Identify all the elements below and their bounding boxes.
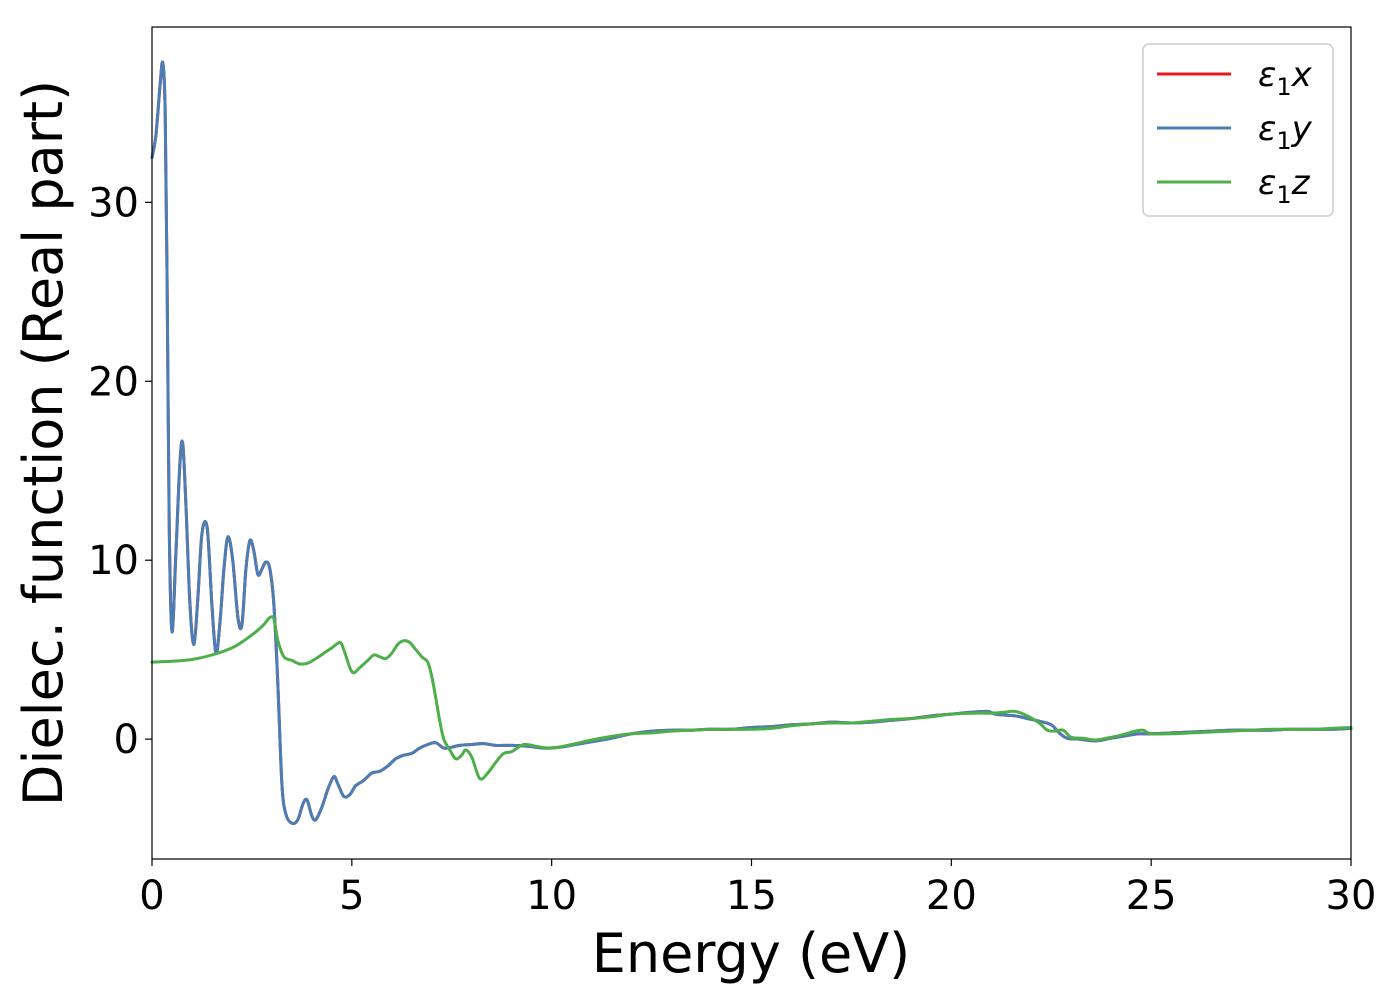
legend-box: [1142, 43, 1334, 217]
legend-label-y: ε1y: [1258, 109, 1313, 155]
x-tick-label: 25: [1126, 873, 1177, 919]
legend-label-x: ε1x: [1258, 55, 1313, 101]
legend-label-variable: z: [1291, 163, 1311, 203]
legend-label-subscript: 1: [1276, 127, 1291, 155]
x-tick-label: 30: [1326, 873, 1377, 919]
y-tick-label: 20: [88, 359, 139, 405]
x-tick-label: 10: [526, 873, 577, 919]
legend-label-z: ε1z: [1258, 163, 1311, 209]
series-lines: [150, 60, 1353, 825]
legend-label-subscript: 1: [1276, 181, 1291, 209]
x-tick-label: 20: [926, 873, 977, 919]
x-axis-title: Energy (eV): [592, 922, 911, 985]
legend-label-variable: y: [1291, 109, 1313, 149]
x-tick-label: 5: [339, 873, 364, 919]
y-axis-title: Dielec. function (Real part): [12, 80, 75, 806]
y-tick-label: 0: [114, 717, 139, 763]
legend-label-subscript: 1: [1276, 73, 1291, 101]
x-tick-label: 15: [726, 873, 777, 919]
x-tick-label: 0: [139, 873, 164, 919]
y-tick-label: 10: [88, 538, 139, 584]
series-line-z: [150, 615, 1353, 781]
x-axis-ticks: 0 5 10 15 20 25 30: [139, 859, 1376, 919]
y-tick-label: 30: [88, 180, 139, 226]
y-axis-ticks: 0 10 20 30: [88, 180, 152, 763]
legend-label-variable: x: [1291, 55, 1313, 95]
legend-label-base: ε: [1258, 109, 1276, 149]
legend-label-base: ε: [1258, 163, 1276, 203]
legend-label-base: ε: [1258, 55, 1276, 95]
